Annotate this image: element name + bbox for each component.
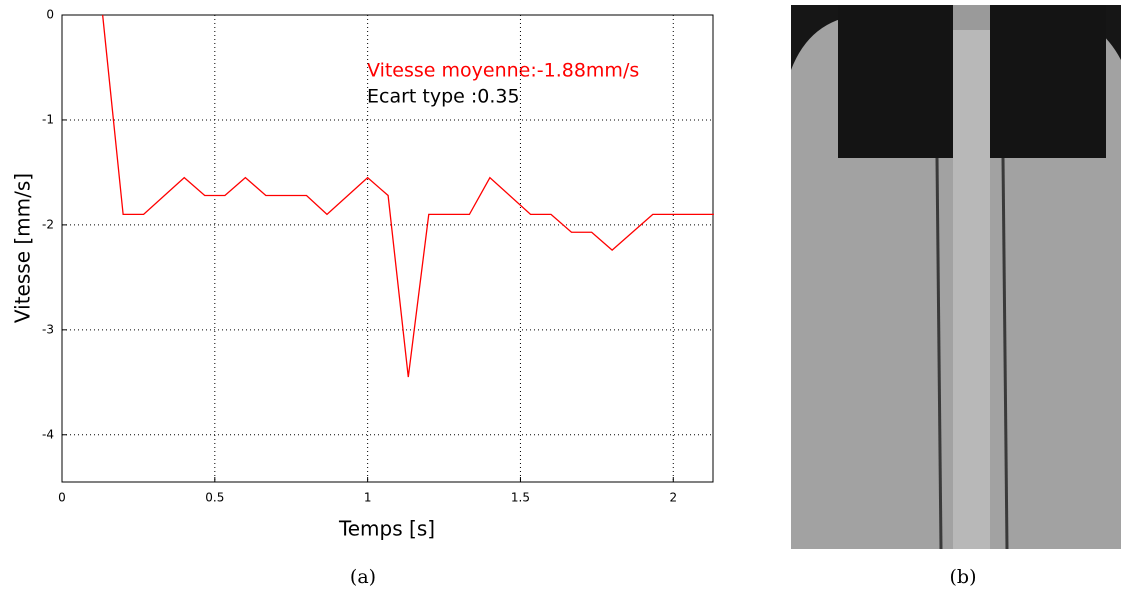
x-tick-label: 0 (58, 491, 66, 505)
caption: (a) (350, 566, 376, 588)
annotation: Vitesse moyenne:-1.88mm/s (367, 60, 639, 82)
photo (791, 5, 1121, 550)
caption: (b) (950, 566, 977, 588)
annotation: Ecart type :0.35 (367, 86, 520, 108)
x-tick-label: 0.5 (205, 491, 224, 505)
y-tick-label: -2 (42, 217, 54, 231)
x-tick-label: 1 (364, 491, 372, 505)
data-line (102, 14, 714, 378)
plot-frame (61, 14, 714, 483)
y-tick-label: -4 (42, 427, 54, 441)
y-tick-label: -3 (42, 322, 54, 336)
x-tick-label: 2 (669, 491, 677, 505)
y-tick-label: -1 (42, 112, 54, 126)
x-axis-label: Temps [s] (338, 517, 435, 541)
y-tick-label: 0 (46, 8, 54, 22)
x-tick-label: 1.5 (511, 491, 530, 505)
y-axis-label: Vitesse [mm/s] (11, 173, 35, 323)
